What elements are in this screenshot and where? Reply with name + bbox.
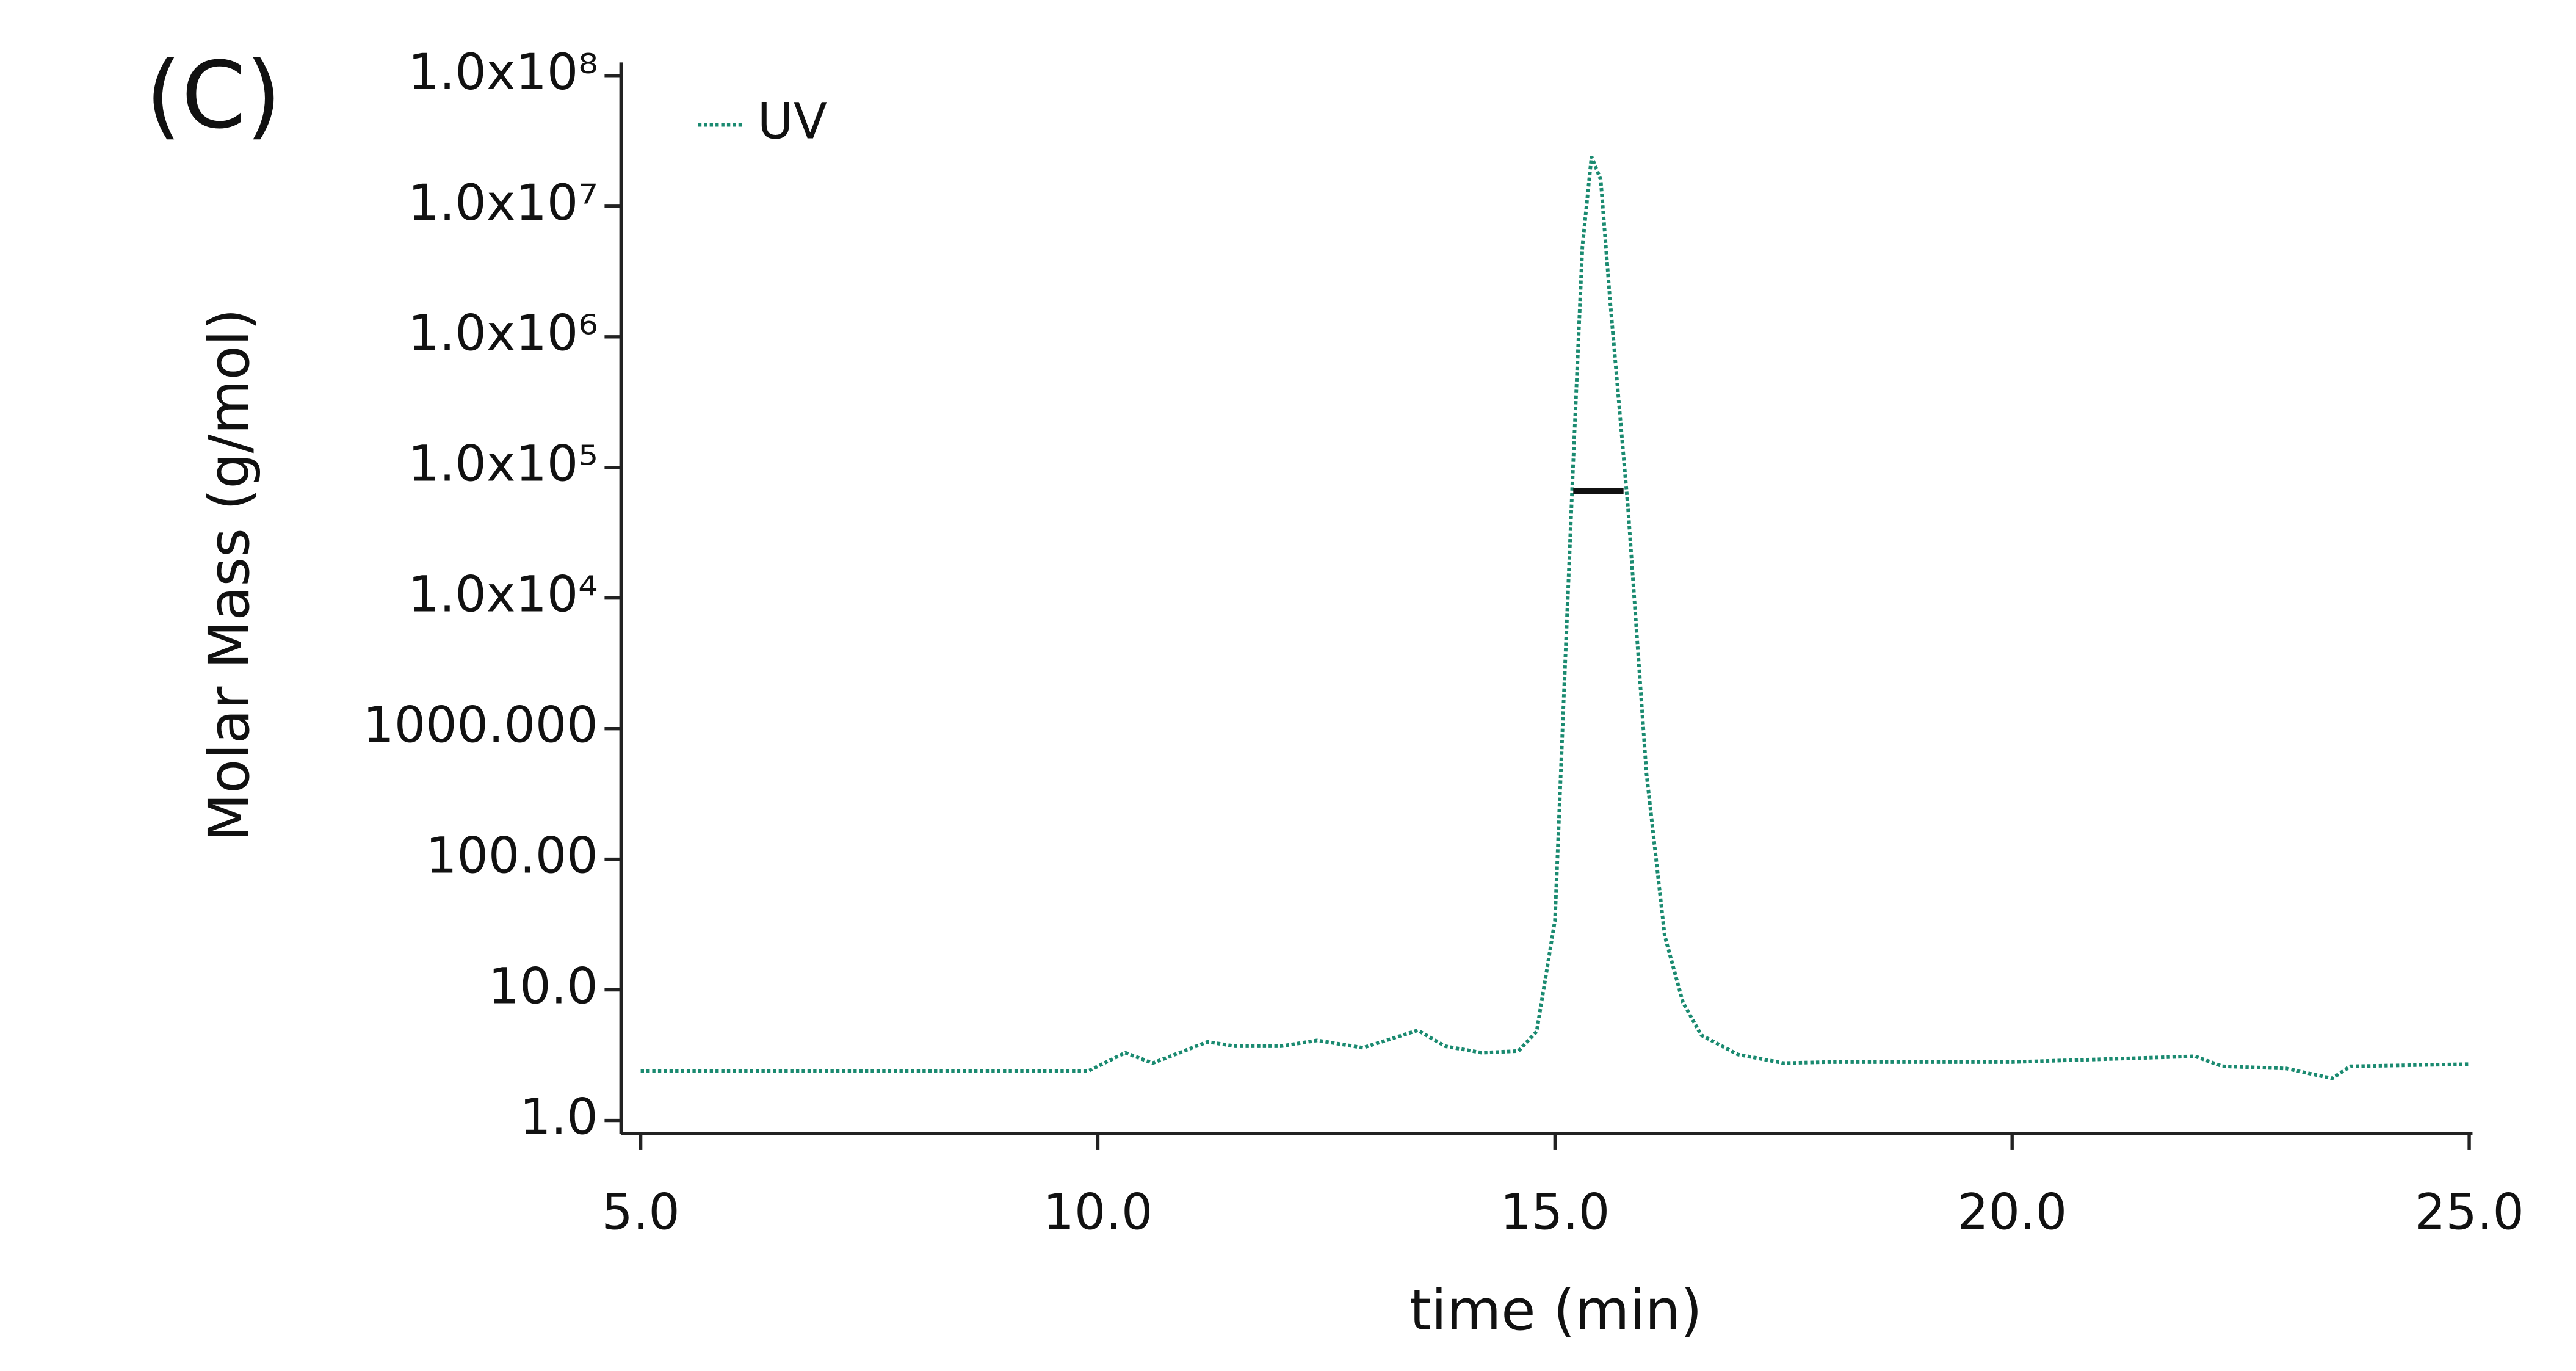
y-tick-label: 1.0x10⁷ <box>408 175 598 232</box>
legend-label: UV <box>758 93 827 151</box>
y-tick-label: 10.0 <box>488 958 598 1016</box>
x-tick-label: 20.0 <box>1957 1184 2067 1242</box>
y-tick-label: 1.0 <box>519 1088 598 1146</box>
y-tick-label: 100.00 <box>425 828 598 885</box>
x-tick-label: 25.0 <box>2414 1184 2524 1242</box>
x-axis-title: time (min) <box>1409 1278 1702 1343</box>
y-tick-label: 1.0x10⁸ <box>408 44 598 101</box>
y-tick-label: 1.0x10⁴ <box>408 566 598 624</box>
panel-label: (C) <box>145 42 281 149</box>
data-line <box>640 156 2470 1080</box>
x-tick-label: 15.0 <box>1500 1184 1610 1242</box>
y-tick-label: 1.0x10⁶ <box>408 305 598 363</box>
y-tick-label: 1.0x10⁵ <box>408 436 598 493</box>
y-axis-title: Molar Mass (g/mol) <box>197 308 262 841</box>
y-tick-label: 1000.000 <box>363 697 598 754</box>
x-tick-label: 10.0 <box>1043 1184 1153 1242</box>
x-tick-label: 5.0 <box>601 1184 679 1242</box>
